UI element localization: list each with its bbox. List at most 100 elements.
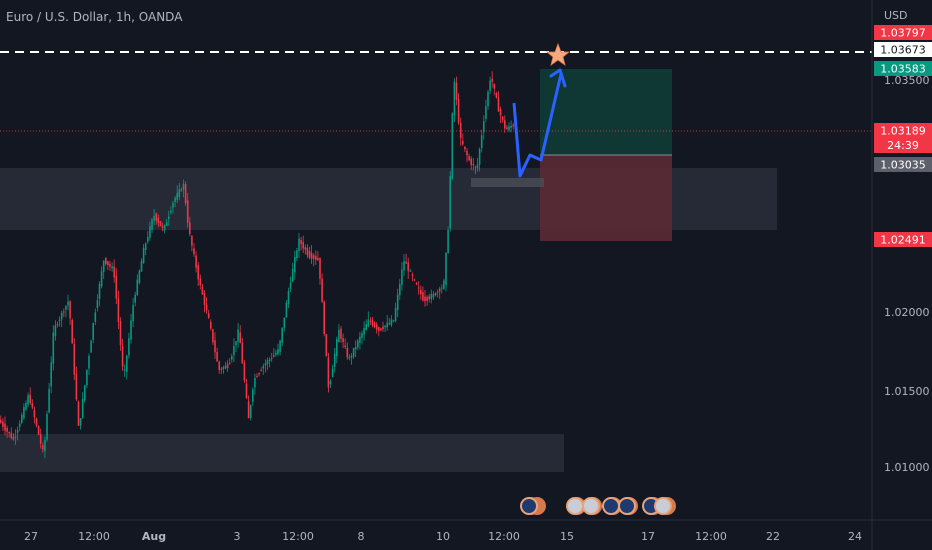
y-tick-label: 1.01000: [884, 461, 930, 474]
candle-body: [455, 82, 458, 100]
candle-body: [260, 369, 262, 371]
candle-body: [109, 263, 111, 267]
candle-body: [485, 106, 487, 119]
candle-body: [298, 238, 300, 252]
candle-body: [380, 328, 382, 331]
candle-body: [151, 219, 153, 230]
candle-body: [75, 373, 78, 400]
candle-body: [504, 120, 506, 129]
star-icon[interactable]: [545, 42, 571, 66]
candle-body: [375, 324, 378, 330]
price-label-target-line[interactable]: [874, 42, 932, 57]
stop-loss-box[interactable]: [540, 155, 672, 241]
plot-area[interactable]: [0, 0, 872, 520]
candle-body: [512, 124, 514, 127]
event-icon-4: [642, 497, 676, 515]
projection-path[interactable]: [512, 73, 563, 178]
price-label-text-target-line: 1.03673: [880, 44, 926, 57]
price-label-high[interactable]: [874, 25, 932, 40]
candle-body: [29, 394, 31, 404]
candle-body: [415, 283, 418, 285]
x-tick-label: 12:00: [488, 530, 520, 543]
candle-body: [308, 251, 311, 258]
candle-body: [12, 437, 15, 440]
y-tick-label: 1.02000: [884, 306, 930, 319]
candle-body: [224, 365, 227, 369]
candle-body: [2, 421, 4, 427]
candle-body: [94, 312, 97, 322]
candle-body: [69, 301, 71, 319]
candle-body: [420, 289, 422, 295]
event-icon-2: [566, 497, 602, 515]
currency-label[interactable]: USD: [884, 9, 908, 22]
candle-body: [396, 294, 399, 311]
candle-body: [378, 327, 380, 331]
candle-body: [390, 319, 393, 325]
candle-body: [327, 357, 330, 388]
candle-body: [506, 127, 508, 130]
candle-body: [279, 340, 281, 352]
candle-body: [210, 321, 212, 329]
candle-body: [359, 336, 361, 343]
candle-body: [117, 298, 120, 322]
candle-body: [178, 189, 181, 197]
candle-body: [56, 324, 59, 326]
candle-body: [123, 369, 126, 371]
price-label-last-price[interactable]: [874, 123, 932, 153]
candle-body: [382, 326, 384, 330]
candle-body: [86, 369, 88, 386]
candle-body: [153, 216, 155, 221]
candle-body: [422, 292, 424, 301]
candle-body: [342, 338, 344, 342]
price-label-text-stop-loss: 1.02491: [880, 234, 926, 247]
candle-body: [462, 140, 464, 145]
candle-body: [499, 108, 502, 116]
x-tick-label: 8: [358, 530, 365, 543]
candle-body: [501, 116, 504, 121]
candle-body: [182, 184, 185, 190]
candle-body: [98, 284, 101, 299]
candle-body: [264, 363, 267, 366]
x-tick-label: 12:00: [282, 530, 314, 543]
candle-body: [321, 278, 323, 303]
candle-body: [191, 235, 193, 246]
candle-body: [157, 217, 160, 224]
candle-body: [48, 388, 50, 413]
candle-body: [212, 329, 214, 343]
price-label-entry[interactable]: [874, 157, 932, 172]
x-axis-ticks: 27 12:00 Aug 3 12:00 8 10 12:00 15 17 12:00 22 24: [24, 530, 862, 543]
candle-body: [73, 343, 76, 375]
candle-body: [235, 341, 237, 346]
candle-body: [302, 241, 304, 249]
candle-body: [107, 261, 109, 266]
candle-body: [348, 357, 351, 359]
take-profit-box[interactable]: [540, 69, 672, 155]
candle-body: [424, 296, 426, 302]
price-label-take-profit[interactable]: [874, 61, 932, 76]
candle-body: [319, 257, 321, 279]
entry-marker-zone: [471, 178, 544, 187]
event-icons-group[interactable]: [520, 497, 676, 515]
candle-body: [193, 248, 195, 255]
candle-body: [33, 409, 36, 418]
candle-body: [168, 216, 170, 220]
candle-body: [441, 287, 443, 289]
candle-body: [35, 418, 38, 426]
candle-body: [247, 401, 250, 419]
candle-body: [352, 347, 355, 357]
candle-body: [323, 301, 325, 334]
candle-body: [155, 213, 157, 221]
candle-body: [42, 445, 44, 450]
x-tick-label: 12:00: [78, 530, 110, 543]
candle-body: [189, 222, 191, 235]
candle-body: [165, 222, 168, 226]
price-label-stop-loss[interactable]: [874, 232, 932, 247]
candle-body: [31, 402, 34, 408]
candle-body: [140, 260, 143, 272]
candle-body: [90, 340, 92, 353]
candle-body: [340, 328, 342, 339]
candle-body: [121, 346, 124, 367]
